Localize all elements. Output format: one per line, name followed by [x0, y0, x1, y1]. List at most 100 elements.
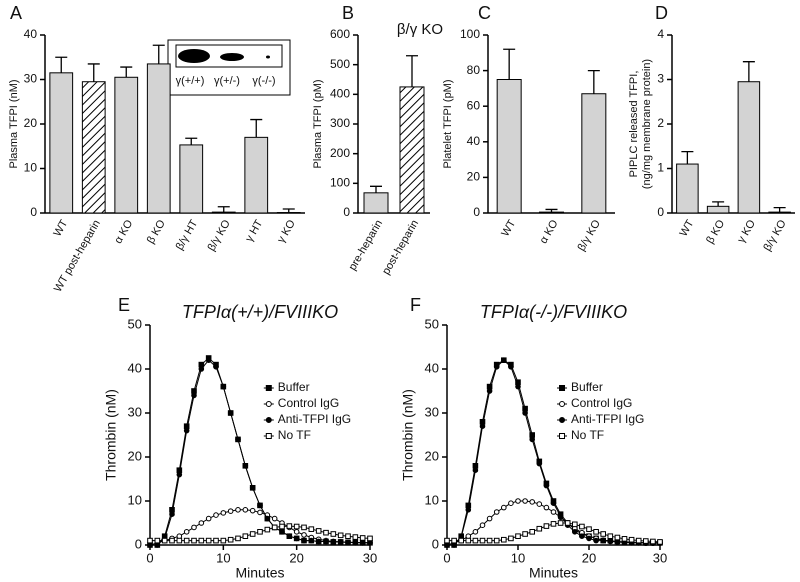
x-tick-label: 30: [653, 550, 667, 565]
marker: [359, 540, 366, 546]
marker: [249, 531, 256, 537]
error-bar: [282, 208, 295, 213]
marker: [536, 501, 543, 507]
marker: [359, 535, 366, 541]
marker: [508, 500, 514, 507]
marker: [564, 520, 571, 526]
y-tick-label: 20: [128, 448, 142, 463]
marker: [543, 482, 550, 489]
error-bar: [406, 55, 418, 87]
marker: [242, 533, 249, 540]
y-tick-label: 300: [330, 116, 350, 130]
marker: [493, 509, 500, 515]
marker: [579, 533, 585, 540]
y-axis-title: Plasma TFPI (pM): [312, 79, 324, 168]
marker: [486, 515, 493, 522]
marker: [557, 520, 564, 526]
marker: [522, 410, 528, 416]
marker: [607, 538, 614, 545]
bar: [539, 211, 564, 214]
panel-letter: E: [118, 295, 130, 315]
x-tick-label: β/γ HT: [174, 218, 201, 252]
marker: [337, 539, 344, 545]
y-tick-label: 0: [135, 536, 142, 551]
marker: [508, 364, 514, 370]
marker: [205, 515, 212, 522]
y-axis-title: (ng/mg membrane protein): [641, 59, 653, 189]
marker: [493, 537, 500, 544]
y-tick-label: 2: [657, 116, 664, 130]
marker: [600, 537, 607, 544]
x-tick-label: γ KO: [275, 218, 298, 246]
marker: [657, 539, 663, 545]
y-tick-label: 0: [30, 205, 37, 219]
marker: [249, 485, 256, 491]
bar: [179, 144, 204, 214]
series-line: [150, 359, 370, 546]
error-bar: [55, 56, 68, 73]
marker: [147, 537, 153, 544]
inset-label: γ(+/-): [214, 75, 240, 87]
y-tick-label: 10: [128, 492, 142, 507]
marker: [330, 531, 337, 537]
marker: [242, 507, 249, 513]
marker: [242, 463, 249, 469]
marker: [315, 538, 322, 545]
bar: [676, 163, 699, 214]
marker: [323, 529, 329, 536]
marker: [367, 535, 373, 542]
marker: [293, 535, 300, 542]
marker: [330, 539, 337, 545]
y-tick-label: 600: [330, 27, 350, 41]
marker: [508, 535, 514, 542]
legend-label: No TF: [278, 428, 311, 442]
marker: [264, 515, 271, 522]
marker: [593, 537, 599, 544]
y-tick-label: 200: [330, 146, 350, 160]
marker: [301, 537, 307, 544]
x-tick-label: WT: [678, 218, 697, 239]
panel: F 0 10 20 30 40 50 Thrombin (nM) 0 10 20 30 Minutes T…: [400, 295, 668, 581]
marker: [235, 535, 241, 542]
y-tick-label: 0: [473, 205, 480, 219]
marker: [308, 526, 315, 532]
marker: [650, 538, 656, 545]
error-bar: [503, 48, 516, 80]
marker: [265, 417, 272, 423]
marker: [559, 433, 566, 439]
y-tick-label: 10: [425, 492, 439, 507]
bar: [399, 86, 425, 214]
marker: [515, 498, 521, 504]
bar: [114, 76, 139, 214]
marker: [550, 521, 557, 527]
marker: [444, 537, 450, 544]
bar: [496, 79, 522, 214]
marker: [586, 526, 592, 532]
error-bar: [370, 185, 382, 193]
panel: D 0 1 2 3 4 PIPLC released TFPI, (ng/mg membran…: [628, 3, 795, 253]
chart-title: β/γ KO: [397, 21, 443, 38]
marker: [550, 509, 557, 515]
legend-label: No TF: [571, 428, 604, 442]
series-line: [447, 359, 660, 546]
x-tick-label: post-heparin: [380, 218, 421, 277]
marker: [279, 529, 285, 535]
y-axis-title: Thrombin (nM): [400, 389, 416, 481]
marker: [213, 364, 219, 370]
legend-label: Anti-TFPI IgG: [571, 412, 644, 426]
x-tick-label: α KO: [112, 218, 135, 246]
marker: [559, 401, 566, 407]
x-tick-label: β KO: [145, 218, 168, 246]
bar: [737, 81, 761, 214]
bar: [581, 93, 607, 214]
legend-label: Control IgG: [571, 396, 632, 410]
marker: [264, 526, 271, 533]
marker: [479, 423, 486, 430]
marker: [235, 436, 241, 443]
marker: [479, 522, 486, 529]
marker: [279, 523, 285, 530]
marker: [451, 537, 457, 544]
marker: [465, 537, 472, 544]
marker: [559, 385, 566, 391]
marker: [191, 537, 197, 544]
